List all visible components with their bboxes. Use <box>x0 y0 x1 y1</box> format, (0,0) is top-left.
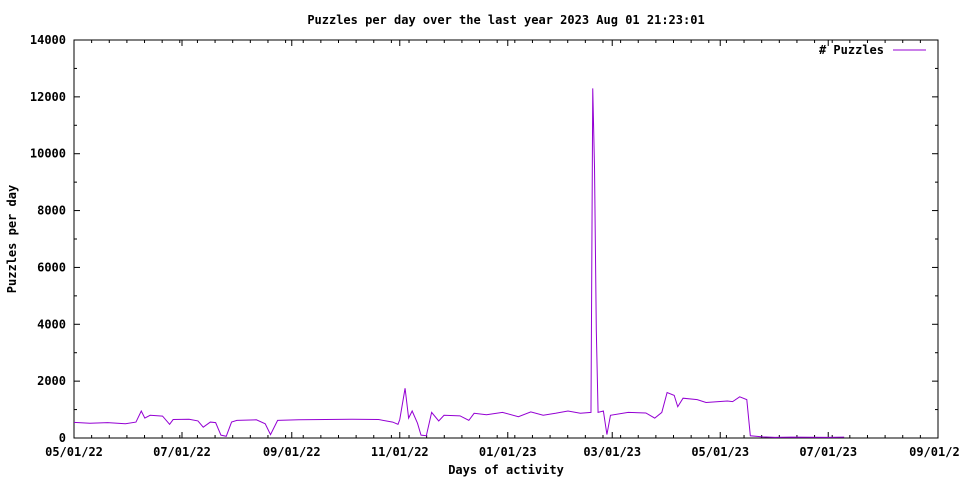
x-tick-label: 09/01/22 <box>263 445 321 459</box>
y-tick-label: 8000 <box>37 204 66 218</box>
x-tick-label: 11/01/22 <box>371 445 429 459</box>
y-tick-label: 12000 <box>30 90 66 104</box>
x-tick-label: 07/01/23 <box>799 445 857 459</box>
x-tick-label: 03/01/23 <box>583 445 641 459</box>
legend: # Puzzles <box>819 43 926 57</box>
legend-label: # Puzzles <box>819 43 884 57</box>
y-tick-label: 4000 <box>37 317 66 331</box>
x-tick-label: 05/01/23 <box>691 445 749 459</box>
plot-frame <box>73 39 939 439</box>
series-layer <box>73 88 845 438</box>
y-tick-label: 2000 <box>37 374 66 388</box>
x-tick-label: 05/01/22 <box>45 445 103 459</box>
y-axis-label: Puzzles per day <box>5 185 19 293</box>
y-tick-label: 0 <box>59 431 66 445</box>
y-tick-label: 6000 <box>37 260 66 274</box>
x-tick-label: 09/01/23 <box>909 445 960 459</box>
series-line <box>73 88 845 438</box>
x-tick-label: 01/01/23 <box>479 445 537 459</box>
y-tick-label: 10000 <box>30 147 66 161</box>
x-axis-label: Days of activity <box>448 463 564 477</box>
x-tick-label: 07/01/22 <box>153 445 211 459</box>
x-axis-ticks: 05/01/22 07/01/22 09/01/22 11/01/22 01/01/23… <box>45 40 960 459</box>
chart-title: Puzzles per day over the last year 2023 … <box>307 13 704 27</box>
y-tick-label: 14000 <box>30 33 66 47</box>
y-axis-ticks: 0 2000 4000 6000 8000 10000 12000 14000 <box>30 33 938 445</box>
